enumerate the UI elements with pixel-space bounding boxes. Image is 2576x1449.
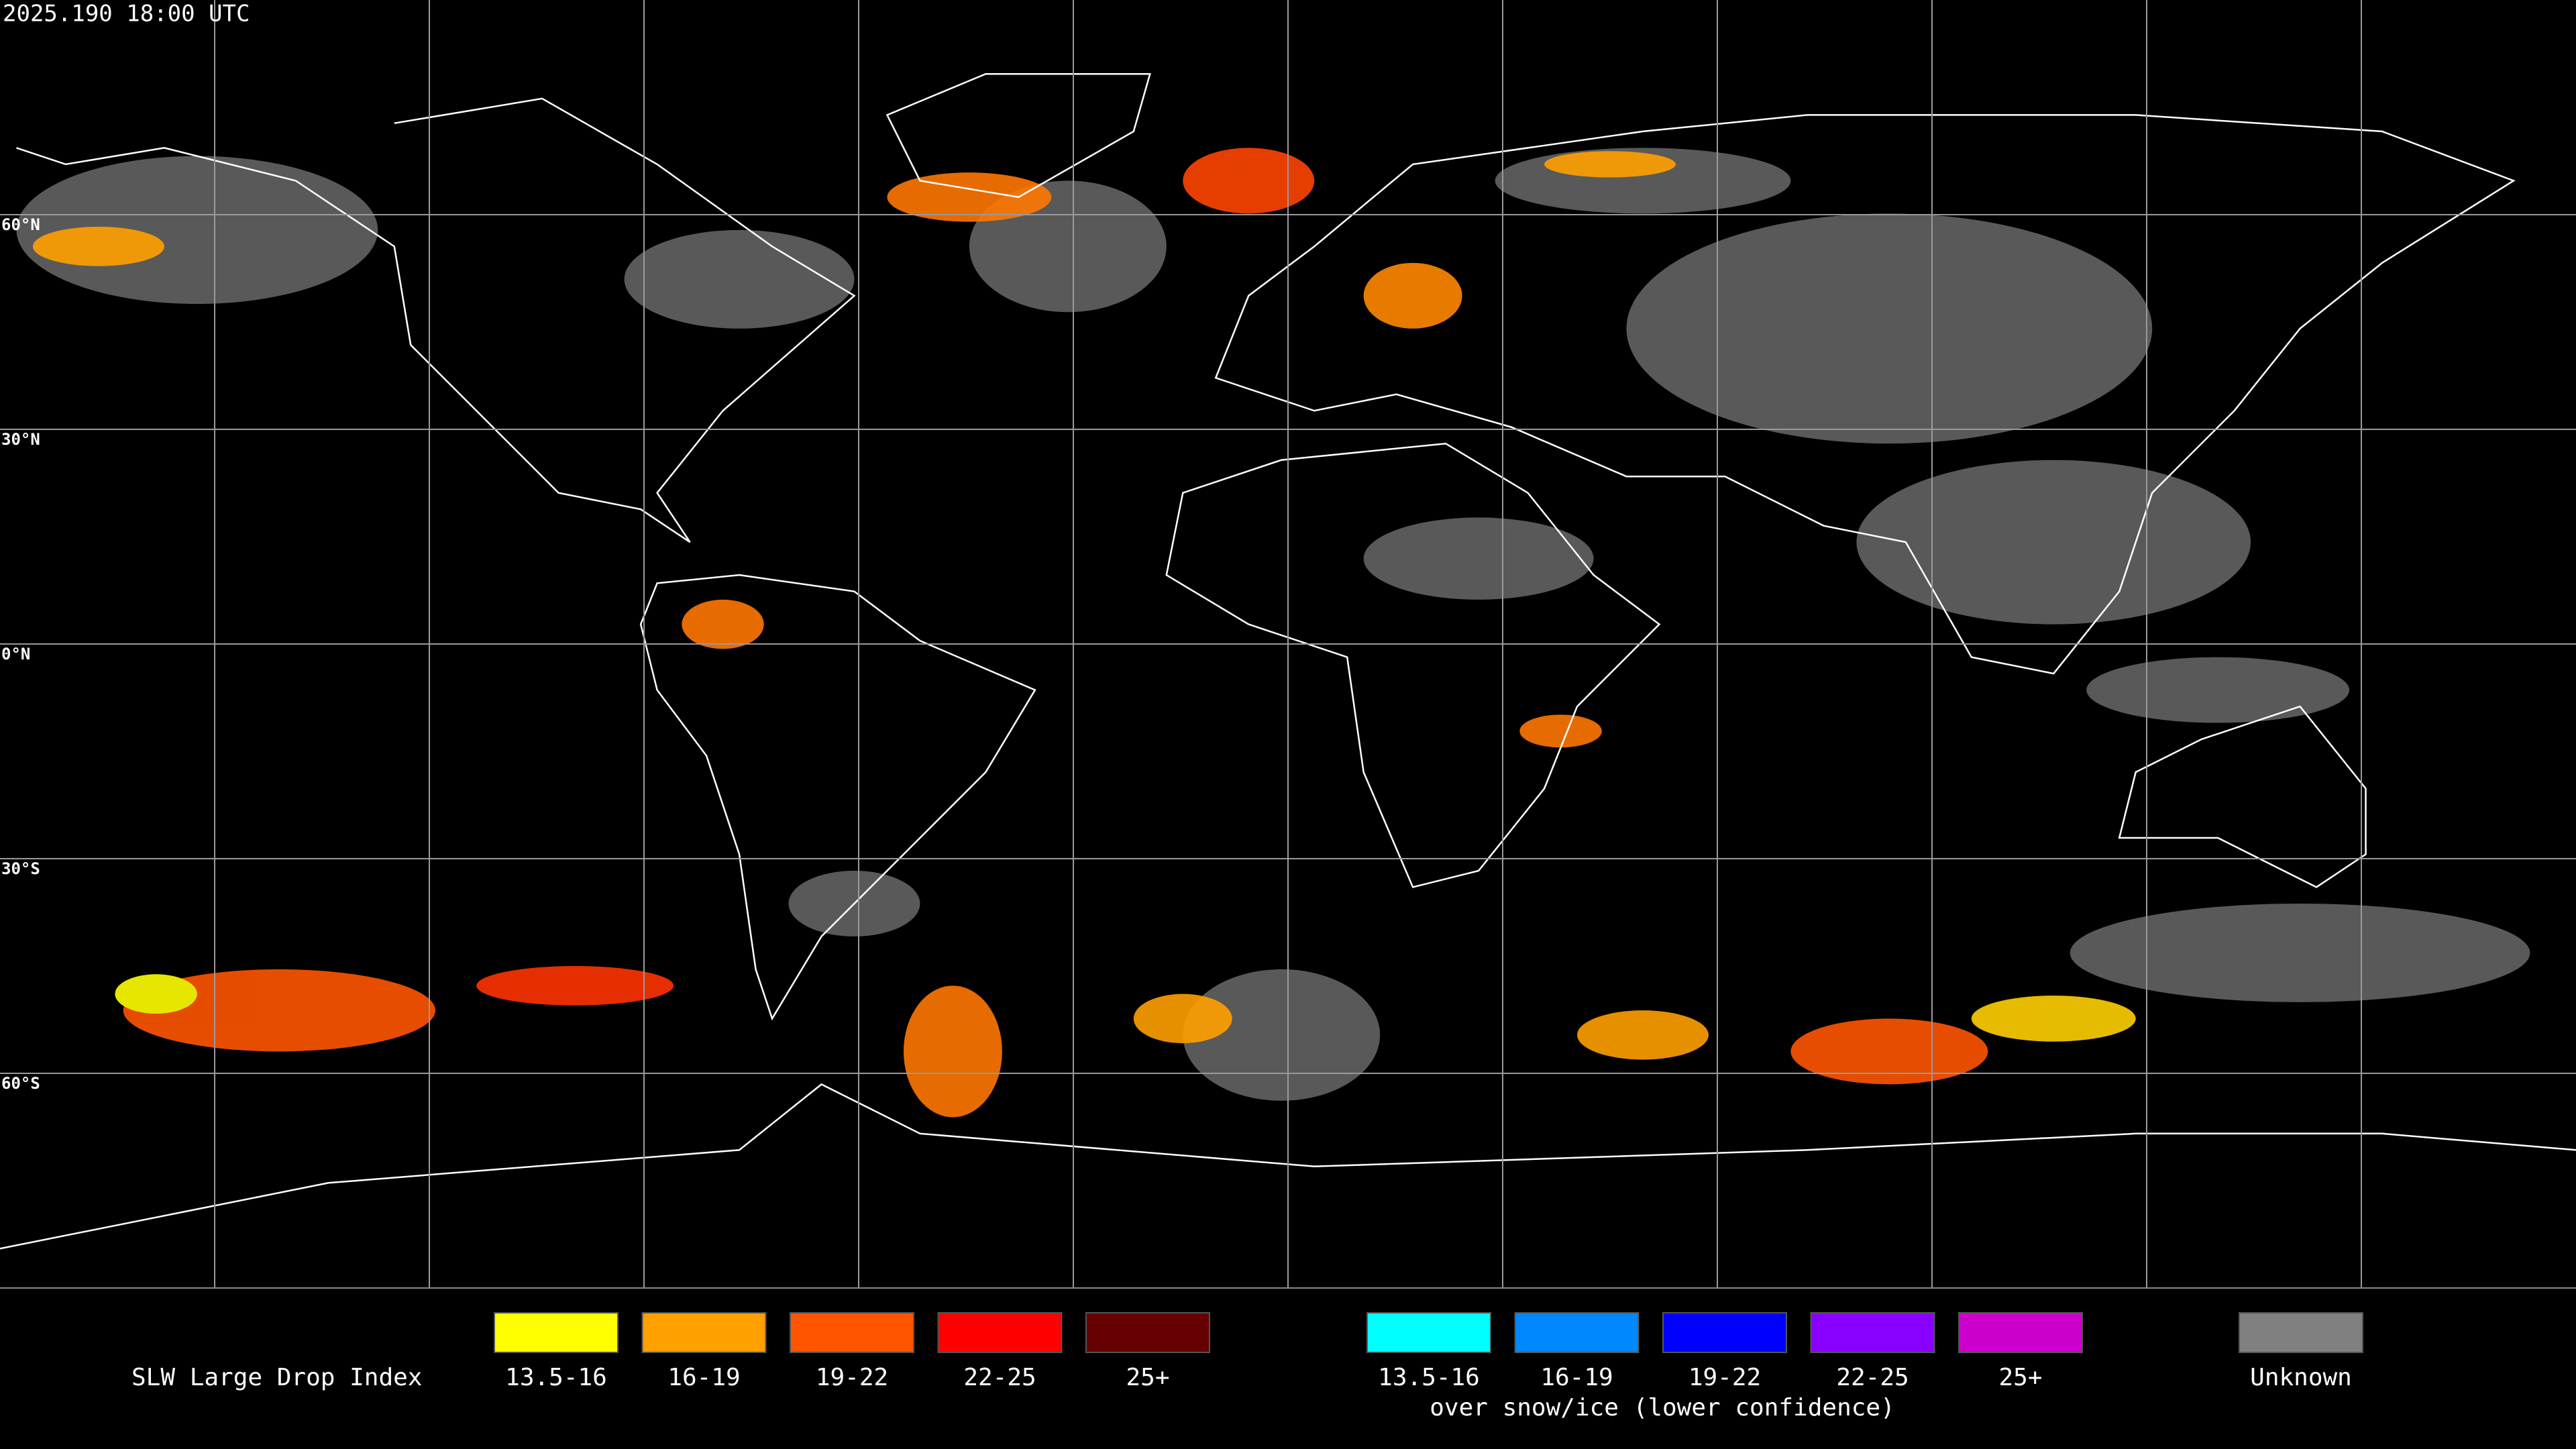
legend-swatch [1366,1312,1491,1353]
cloud-field [0,74,2576,1248]
latitude-label: 60°N [1,215,40,234]
map: 60°N 30°N 0°N 30°S 60°S [0,0,2576,1288]
coastline [1216,115,2514,674]
legend-swatch [1514,1312,1640,1353]
legend-swatch [1085,1312,1210,1353]
legend-label: 13.5-16 [505,1364,607,1391]
coastline [16,99,854,542]
coastline [641,575,1035,1018]
legend-swatch [1958,1312,2083,1353]
legend-swatch [2239,1312,2363,1353]
legend-label: 16-19 [1540,1364,1613,1391]
legend-label: 19-22 [1688,1364,1761,1391]
legend-label: 25+ [1126,1364,1169,1391]
legend-label: 19-22 [816,1364,888,1391]
legend-label: 16-19 [667,1364,740,1391]
legend-swatch [937,1312,1063,1353]
coastline [1167,443,1660,887]
latitude-label: 0°N [1,645,30,663]
legend-swatch [1662,1312,1787,1353]
coastline [0,1084,2576,1248]
latitude-label: 60°S [1,1074,40,1093]
legend-label: 13.5-16 [1378,1364,1480,1391]
legend-title: SLW Large Drop Index [131,1364,422,1391]
legend-swatch [1810,1312,1935,1353]
legend-caption: over snow/ice (lower confidence) [1430,1394,1895,1421]
legend-label: 22-25 [963,1364,1036,1391]
legend-label: 22-25 [1836,1364,1909,1391]
legend-label: Unknown [2250,1364,2352,1391]
latitude-label: 30°S [1,859,40,878]
legend-label: 25+ [1998,1364,2042,1391]
timestamp: 2025.190 18:00 UTC [3,1,250,28]
legend-swatch [494,1312,619,1353]
coastline [887,74,1150,197]
coastline [2119,706,2365,887]
legend-swatch [790,1312,914,1353]
graticule: 60°N 30°N 0°N 30°S 60°S [0,0,2576,1288]
legend-swatch [641,1312,767,1353]
latitude-label: 30°N [1,430,40,449]
